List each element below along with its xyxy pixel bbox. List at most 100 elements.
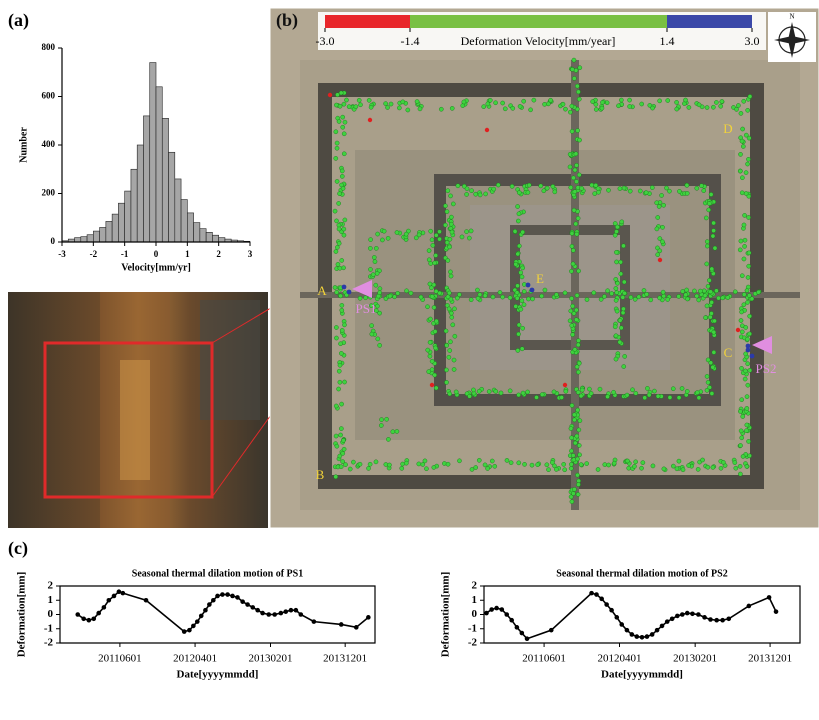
ps-point	[706, 380, 710, 384]
ps-point	[517, 393, 521, 397]
ps-point	[370, 332, 374, 336]
ps-point	[546, 102, 550, 106]
data-point	[207, 602, 212, 607]
ps-point	[585, 461, 589, 465]
ps-point	[517, 212, 521, 216]
ps-point	[434, 253, 438, 257]
data-point	[250, 605, 255, 610]
data-point	[96, 611, 101, 616]
data-point	[680, 612, 685, 617]
ps-point	[600, 106, 604, 110]
ps-point	[576, 216, 580, 220]
ps-point	[337, 387, 341, 391]
ps-point	[683, 98, 687, 102]
data-point	[260, 611, 265, 616]
ps-point	[700, 458, 704, 462]
ps-point	[570, 296, 574, 300]
ps-point	[434, 233, 438, 237]
ps-point	[618, 340, 622, 344]
ps-point	[469, 298, 473, 302]
ps-point	[490, 459, 494, 463]
histogram-bar	[131, 169, 137, 242]
ps-point	[712, 330, 716, 334]
ps-point	[515, 284, 519, 288]
ps-point	[742, 213, 746, 217]
ps-point	[395, 429, 399, 433]
ps-point	[570, 500, 574, 504]
ps-point	[741, 127, 745, 131]
ps-point	[706, 284, 710, 288]
ps-point	[366, 466, 370, 470]
ps-point	[432, 305, 436, 309]
ps-point	[747, 454, 751, 458]
data-point	[203, 608, 208, 613]
ps-point	[335, 146, 339, 150]
data-point	[117, 589, 122, 594]
x-tick-label: 20110601	[522, 653, 566, 665]
ps-point	[342, 102, 346, 106]
ps-point	[662, 203, 666, 207]
ps-point	[404, 289, 408, 293]
ps-point	[429, 286, 433, 290]
data-point	[655, 628, 660, 633]
ps-point	[572, 58, 576, 62]
data-point	[121, 591, 126, 596]
ps-point	[708, 315, 712, 319]
ps-point	[594, 107, 598, 111]
histogram-bar	[175, 179, 181, 242]
ps-point	[743, 238, 747, 242]
data-point	[702, 615, 707, 620]
ps-point	[745, 464, 749, 468]
ps-point	[634, 460, 638, 464]
ps-point	[623, 354, 627, 358]
ps-point	[342, 233, 346, 237]
map-label: B	[316, 467, 325, 482]
ps-point	[622, 186, 626, 190]
ps-point	[516, 219, 520, 223]
ps-point	[515, 204, 519, 208]
ps-point	[592, 291, 596, 295]
ps-point	[341, 115, 345, 119]
data-point	[714, 618, 719, 623]
x-axis-label: Date[yyyymmdd]	[177, 669, 259, 681]
ps-point	[564, 389, 568, 393]
data-point	[767, 595, 772, 600]
ps-point	[380, 238, 384, 242]
ps-point	[710, 267, 714, 271]
ps-point	[453, 334, 457, 338]
ps-point	[543, 288, 547, 292]
ps-point	[675, 107, 679, 111]
ps-point	[705, 240, 709, 244]
ps-point	[486, 102, 490, 106]
histogram-bar	[206, 232, 212, 242]
data-point	[235, 595, 240, 600]
ps-point	[745, 162, 749, 166]
data-point	[294, 608, 299, 613]
ps-point	[354, 105, 358, 109]
roof-highlight	[120, 360, 150, 480]
ps-point	[571, 304, 575, 308]
colorbar-segment	[410, 15, 667, 28]
data-point	[245, 602, 250, 607]
ps-point	[343, 120, 347, 124]
ps-point	[684, 293, 688, 297]
ps-point	[428, 354, 432, 358]
ps-point	[428, 282, 432, 286]
ps-point	[340, 174, 344, 178]
ps-point	[551, 184, 555, 188]
ps-point	[651, 464, 655, 468]
ps-point	[736, 103, 740, 107]
ps-point	[656, 253, 660, 257]
map-label: PS2	[756, 361, 777, 376]
ps-point	[477, 458, 481, 462]
ps-point	[739, 366, 743, 370]
data-point	[366, 615, 371, 620]
ps-point	[385, 105, 389, 109]
ps-point	[470, 467, 474, 471]
data-point	[75, 612, 80, 617]
data-point	[690, 611, 695, 616]
ps-point	[747, 264, 751, 268]
ps-point	[385, 417, 389, 421]
y-tick-label: 1	[472, 594, 478, 606]
ps-point	[740, 191, 744, 195]
